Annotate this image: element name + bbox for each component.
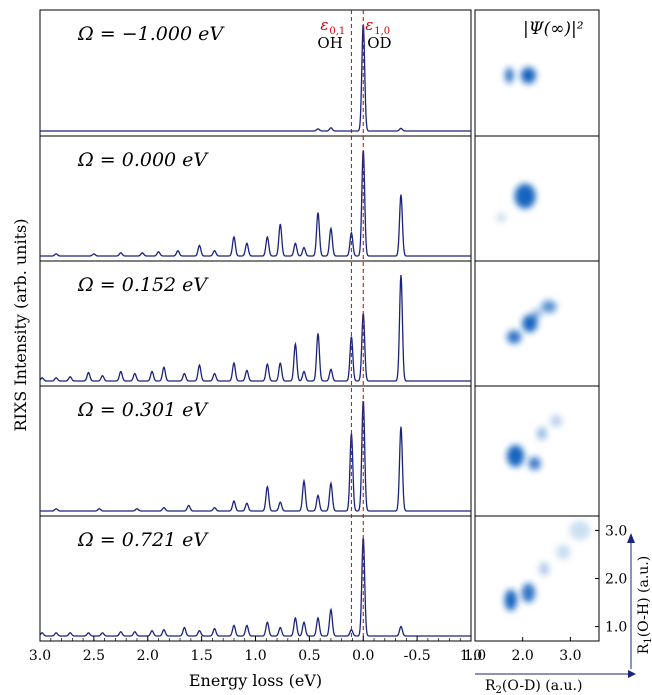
spectrum-line (40, 151, 471, 257)
wf-x-axis-label: R2(O-D) (a.u.) (485, 678, 582, 695)
density-blob (522, 314, 538, 333)
x-tick-label: 2.5 (83, 648, 105, 664)
wf-x-arrowhead (628, 670, 636, 678)
spectrum-line (39, 274, 471, 382)
spectrum-panel: Ω = 0.152 eV (39, 260, 472, 387)
wavefunction-panel (474, 385, 600, 517)
density-blob (550, 415, 562, 427)
wf-y-tick-label: 3.0 (605, 523, 627, 539)
spectrum-panel: Ω = 0.000 eV (39, 135, 472, 262)
spectrum-panel: Ω = 0.301 eV (39, 385, 472, 517)
wf-x-tick-label: 3.0 (559, 648, 581, 664)
omega-label: Ω = 0.721 eV (77, 529, 209, 551)
wf-y-axis-label: R1(O-H) (a.u.) (636, 556, 652, 654)
wf-y-arrowhead (627, 533, 635, 543)
density-blob (539, 562, 549, 576)
omega-label: Ω = 0.152 eV (77, 274, 209, 296)
density-blob (514, 183, 536, 209)
wavefunction-density (504, 520, 591, 611)
density-blob (569, 520, 591, 541)
wavefunction-density (506, 415, 562, 470)
density-blob (496, 212, 507, 223)
axes-layer: 3.0 2.5 2.0 1.5 1.0 0.5 0.0 -0.5 1.01.0 2.0 3.01.0… (29, 10, 636, 678)
density-blob (505, 67, 514, 84)
density-blob (520, 67, 537, 84)
x-tick-label: 1.0 (460, 648, 482, 664)
x-tick-label: 0.0 (352, 648, 374, 664)
spectrum-line (40, 25, 471, 132)
wavefunction-density (505, 67, 537, 84)
x-tick-label: 0.5 (298, 648, 320, 664)
wavefunction-panel-frame (474, 135, 600, 262)
density-blob (506, 330, 522, 344)
wf-x-tick-label: 1.0 (464, 648, 486, 664)
y-axis-label: RIXS Intensity (arb. units) (11, 219, 30, 432)
omega-label: Ω = 0.301 eV (77, 399, 209, 421)
wf-y-tick-label: 2.0 (605, 572, 627, 588)
density-blob (506, 445, 525, 467)
omega-label: Ω = 0.000 eV (77, 149, 209, 171)
epsilon-subscript: 0,1 (329, 26, 345, 37)
wf-x-tick-label: 2.0 (512, 648, 534, 664)
density-blob (504, 589, 517, 611)
x-tick-label: 3.0 (29, 648, 51, 664)
density-blob (556, 544, 571, 560)
epsilon-label: ε (365, 16, 373, 34)
omega-label: Ω = −1.000 eV (77, 23, 225, 45)
wavefunction-panels (474, 9, 600, 642)
wavefunction-panel-frame (474, 385, 600, 517)
epsilon-label: ε (320, 16, 328, 34)
x-tick-label: -0.5 (404, 648, 431, 664)
x-tick-label: 2.0 (137, 648, 159, 664)
wavefunction-density (496, 183, 536, 223)
x-tick-label: 1.5 (190, 648, 212, 664)
density-blob (541, 300, 557, 314)
x-tick-label: 1.0 (244, 648, 266, 664)
density-blob (521, 583, 536, 603)
x-axis-label: Energy loss (eV) (189, 671, 322, 690)
density-blob (537, 427, 547, 440)
spectra-panels: Ω = −1.000 eV Ω = 0.000 eV Ω = 0.152 eV Ω =… (39, 9, 472, 642)
species-label-oh: OH (317, 34, 342, 52)
density-blob (528, 457, 541, 470)
spectrum-line (40, 401, 471, 512)
epsilon-subscript: 1,0 (374, 26, 390, 37)
wf-y-tick-label: 1.0 (605, 620, 627, 636)
spectrum-line (39, 538, 471, 637)
spectrum-panel: Ω = −1.000 eV (39, 9, 472, 137)
density-blob (532, 309, 542, 319)
wavefunction-density (506, 300, 557, 344)
species-label-od: OD (367, 34, 391, 52)
spectrum-panel: Ω = 0.721 eV (39, 515, 472, 642)
wavefunction-title: |Ψ(∞)|² (523, 19, 584, 39)
wavefunction-panel (474, 135, 600, 262)
